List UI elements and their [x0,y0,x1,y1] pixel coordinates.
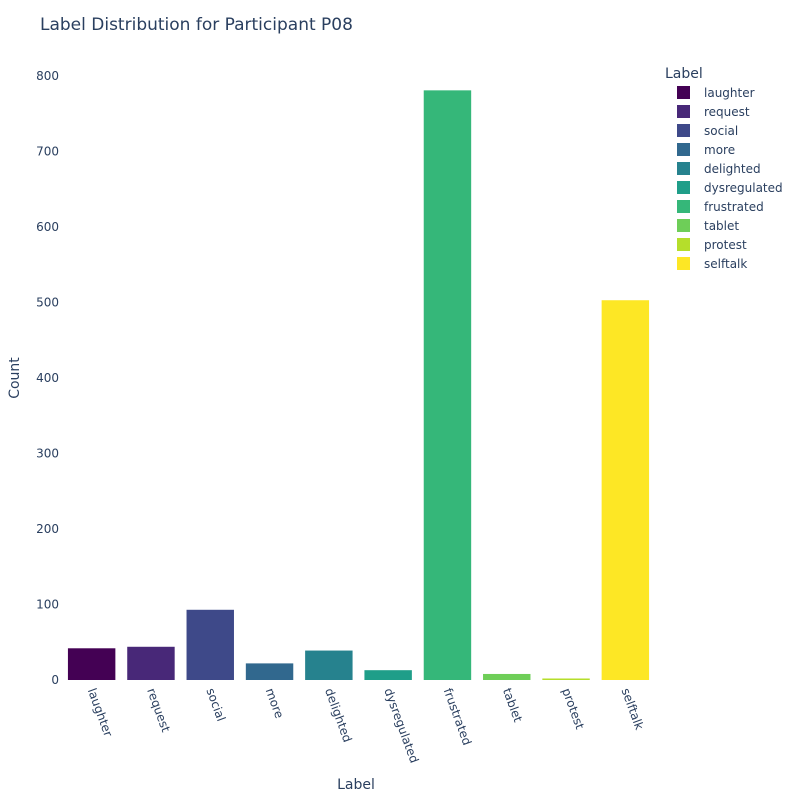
legend-swatch [677,200,690,213]
legend-swatch [677,181,690,194]
y-tick-label: 400 [36,371,59,385]
legend-label: laughter [704,86,755,100]
y-axis-title: Count [7,357,23,399]
legend-item[interactable]: selftalk [677,257,747,271]
legend-label: request [704,105,750,119]
legend-swatch [677,124,690,137]
x-tick-label: more [263,686,287,720]
y-tick-label: 700 [36,145,59,159]
x-tick-label: frustrated [441,686,475,747]
x-tick-label: social [203,686,228,723]
legend-title: Label [665,66,703,82]
legend-label: more [704,143,735,157]
y-tick-label: 100 [36,598,59,612]
y-axis: 0 100 200 300 400 500 600 700 800 [36,69,59,687]
legend-swatch [677,86,690,99]
bar-protest [542,678,590,680]
legend-item[interactable]: protest [677,238,747,252]
legend-item[interactable]: tablet [677,219,739,233]
x-tick-label: selftalk [619,686,647,732]
bar-tablet [483,673,531,680]
legend-item[interactable]: delighted [677,162,761,176]
legend-item[interactable]: dysregulated [677,181,783,195]
chart-title: Label Distribution for Participant P08 [40,15,353,35]
x-tick-label: request [144,686,173,734]
legend-label: selftalk [704,257,747,271]
legend-item[interactable]: frustrated [677,200,764,214]
legend: Label laughter request social more delighted… [665,66,783,271]
x-tick-label: dysregulated [381,686,421,765]
x-tick-label: laughter [85,686,115,738]
legend-swatch [677,257,690,270]
y-tick-label: 200 [36,522,59,536]
y-tick-label: 800 [36,69,59,83]
bar-laughter [67,648,116,680]
y-tick-label: 600 [36,220,59,234]
legend-label: tablet [704,219,739,233]
legend-label: dysregulated [704,181,783,195]
legend-label: social [704,124,738,138]
legend-swatch [677,219,690,232]
x-tick-label: protest [559,686,587,731]
legend-label: delighted [704,162,761,176]
bar-request [127,646,175,680]
bar-dysregulated [364,670,412,680]
bar-selftalk [601,300,650,680]
legend-label: frustrated [704,200,764,214]
x-tick-label: delighted [322,686,355,744]
legend-swatch [677,162,690,175]
legend-label: protest [704,238,747,252]
bar-frustrated [423,90,472,681]
bars [67,90,650,681]
x-tick-label: tablet [500,686,525,724]
legend-swatch [677,143,690,156]
x-axis-title: Label [337,777,375,793]
legend-item[interactable]: more [677,143,735,157]
y-tick-label: 300 [36,447,59,461]
y-tick-label: 500 [36,296,59,310]
bar-more [245,663,294,680]
legend-swatch [677,238,690,251]
bar-delighted [305,650,353,680]
legend-item[interactable]: request [677,105,750,119]
legend-item[interactable]: social [677,124,738,138]
x-axis: laughter request social more delighted dysreg… [85,686,647,765]
y-tick-label: 0 [51,673,59,687]
legend-item[interactable]: laughter [677,86,755,100]
legend-swatch [677,105,690,118]
bar-social [186,609,234,680]
